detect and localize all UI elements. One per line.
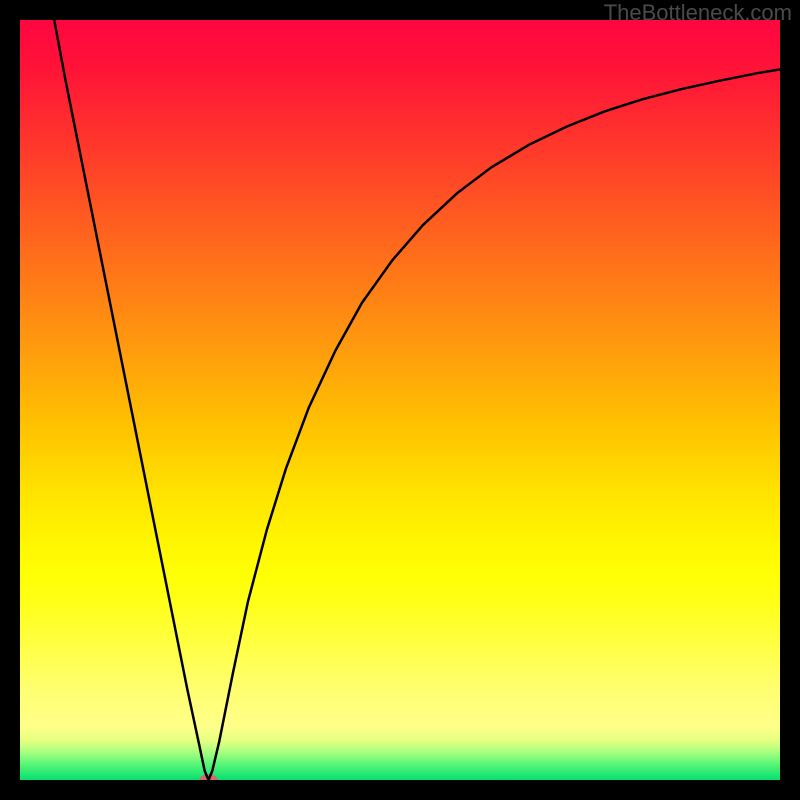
chart-svg [0,0,800,800]
bottleneck-chart-frame: TheBottleneck.com [0,0,800,800]
plot-background [20,20,780,780]
watermark-text: TheBottleneck.com [604,0,792,26]
